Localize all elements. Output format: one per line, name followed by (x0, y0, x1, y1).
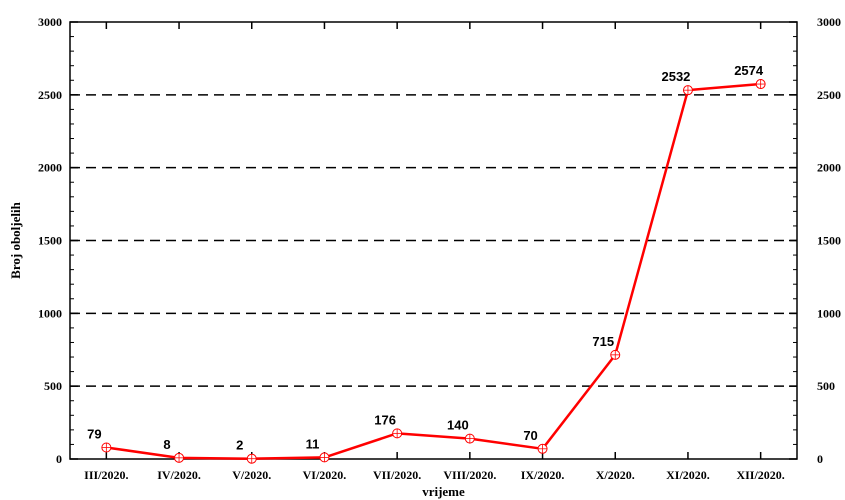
y-axis-right: 0 500 1000 1500 2000 2500 3000 (789, 15, 841, 466)
data-point (392, 428, 403, 439)
data-point (246, 453, 257, 464)
x-axis: III/2020. IV/2020. V/2020. VI/2020. VII/2020… (84, 22, 785, 482)
y-tick-label-left: 2500 (38, 88, 62, 102)
x-tick-label: IV/2020. (157, 468, 201, 482)
y-axis-left: 0 500 1000 1500 2000 2500 3000 (38, 15, 78, 466)
data-markers (101, 79, 766, 464)
x-tick-label: IX/2020. (521, 468, 565, 482)
data-label: 11 (306, 436, 320, 451)
y-tick-label-right: 0 (817, 452, 823, 466)
data-label: 715 (592, 334, 614, 349)
y-tick-label-right: 1000 (817, 306, 841, 320)
y-tick-label-left: 2000 (38, 161, 62, 175)
data-labels: 79 8 2 11 176 140 70 715 2532 2574 (87, 63, 764, 453)
data-label: 2 (236, 438, 243, 453)
x-tick-label: VI/2020. (303, 468, 347, 482)
data-point (755, 79, 766, 90)
x-tick-label: XI/2020. (666, 468, 710, 482)
y-tick-label-left: 3000 (38, 15, 62, 29)
y-tick-label-right: 1500 (817, 234, 841, 248)
grid-lines (70, 94, 797, 387)
x-tick-label: XII/2020. (736, 468, 784, 482)
y-tick-label-right: 3000 (817, 15, 841, 29)
y-tick-label-left: 0 (56, 452, 62, 466)
x-tick-label: VIII/2020. (443, 468, 496, 482)
data-point (610, 349, 621, 360)
data-point (682, 85, 693, 96)
data-label: 8 (163, 437, 170, 452)
data-point (174, 452, 185, 463)
data-label: 140 (447, 418, 469, 433)
series-line (106, 82, 761, 460)
y-tick-label-left: 1500 (38, 234, 62, 248)
data-label: 176 (374, 412, 396, 427)
data-label: 2532 (661, 69, 690, 84)
data-point (464, 433, 475, 444)
x-axis-title: vrijeme (422, 484, 465, 499)
y-tick-label-right: 2500 (817, 88, 841, 102)
x-tick-label: VII/2020. (373, 468, 421, 482)
data-point (319, 452, 330, 463)
y-tick-label-right: 500 (817, 379, 835, 393)
x-tick-label: V/2020. (232, 468, 271, 482)
data-label: 2574 (734, 63, 764, 78)
x-tick-label: X/2020. (596, 468, 635, 482)
y-tick-label-left: 1000 (38, 306, 62, 320)
y-axis-title: Broj oboljelih (8, 201, 23, 278)
data-point (101, 442, 112, 453)
data-label: 70 (523, 428, 537, 443)
y-tick-label-right: 2000 (817, 161, 841, 175)
data-point (537, 443, 548, 454)
y-tick-label-left: 500 (44, 379, 62, 393)
data-label: 79 (87, 426, 101, 441)
x-tick-label: III/2020. (84, 468, 128, 482)
